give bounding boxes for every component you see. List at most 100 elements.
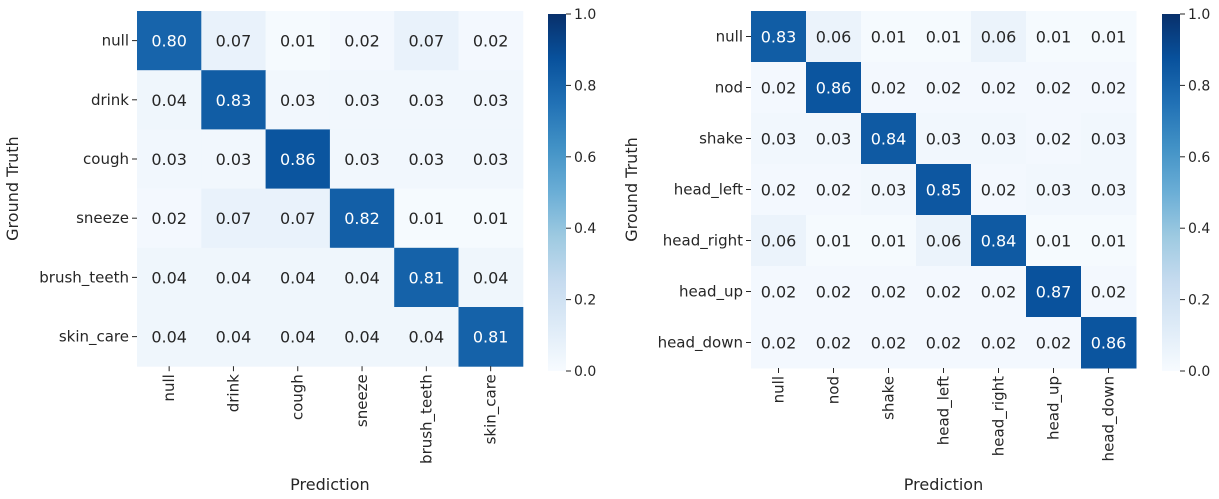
cell-label-r5-c3: 0.04	[344, 328, 380, 347]
cell-r3-c5	[458, 188, 524, 249]
cell-r2-c4	[971, 113, 1027, 165]
cell-r3-c0	[751, 164, 807, 216]
colorbar-tick-label-3: 0.6	[574, 150, 596, 166]
cell-label-r5-c2: 0.04	[280, 328, 316, 347]
cell-label-r2-c1: 0.03	[816, 130, 852, 149]
cell-r5-c0	[751, 266, 807, 318]
cell-r1-c1	[201, 70, 267, 130]
x-tick-label-6: head_down	[1100, 376, 1119, 461]
cell-label-r0-c3: 0.02	[344, 32, 380, 51]
colorbar-tick-label-1: 0.2	[574, 293, 596, 309]
cell-r4-c0	[751, 215, 807, 267]
cell-label-r5-c1: 0.04	[216, 328, 252, 347]
cell-r3-c5	[1026, 164, 1082, 216]
cell-label-r6-c4: 0.02	[981, 334, 1017, 353]
cell-r2-c1	[806, 113, 862, 165]
cell-r0-c1	[201, 11, 267, 71]
cell-label-r4-c6: 0.01	[1091, 232, 1127, 251]
y-tick-label-3: sneeze	[76, 209, 129, 227]
x-tick-label-3: head_left	[935, 376, 954, 445]
cell-label-r4-c2: 0.04	[280, 268, 316, 287]
cell-label-r4-c1: 0.04	[216, 268, 252, 287]
cell-r0-c3	[329, 11, 395, 71]
y-tick-label-0: null	[102, 32, 129, 50]
heatmap-right: 0.83 0.06 0.01 0.01 0.06 0.01 0.01 0.02 0.86 0.02…	[622, 7, 1210, 494]
cell-label-r1-c4: 0.02	[981, 79, 1017, 98]
cell-label-r0-c0: 0.80	[151, 32, 187, 51]
cell-label-r2-c1: 0.03	[216, 150, 252, 169]
cell-r6-c4	[971, 317, 1027, 369]
x-tick-label-4: head_right	[990, 376, 1009, 456]
cell-r3-c3	[329, 188, 395, 249]
cell-label-r3-c1: 0.02	[816, 181, 852, 200]
x-axis-title: Prediction	[904, 475, 983, 494]
y-tick-label-2: cough	[83, 150, 129, 168]
cell-r6-c0	[751, 317, 807, 369]
y-tick-label-4: brush_teeth	[39, 268, 129, 287]
cell-r1-c5	[1026, 62, 1082, 114]
cell-label-r2-c3: 0.03	[926, 130, 962, 149]
cell-label-r3-c5: 0.01	[473, 209, 509, 228]
cell-label-r1-c6: 0.02	[1091, 79, 1127, 98]
cell-r1-c2	[861, 62, 917, 114]
cell-label-r0-c4: 0.07	[409, 32, 445, 51]
cell-label-r5-c3: 0.02	[926, 283, 962, 302]
cell-label-r2-c0: 0.03	[151, 150, 187, 169]
cell-r3-c0	[137, 188, 202, 249]
x-tick-label-2: shake	[880, 376, 898, 420]
x-tick-label-0: null	[160, 374, 178, 401]
cell-r2-c2	[861, 113, 917, 165]
y-tick-label-5: head_up	[679, 283, 743, 302]
cell-r3-c1	[806, 164, 862, 216]
cell-label-r1-c2: 0.03	[280, 91, 316, 110]
cell-label-r3-c3: 0.82	[344, 209, 380, 228]
cell-label-r1-c5: 0.03	[473, 91, 509, 110]
cell-label-r1-c3: 0.03	[344, 91, 380, 110]
cell-r1-c3	[916, 62, 972, 114]
colorbar-tick-label-0: 0.0	[574, 364, 596, 380]
colorbar-tick-label-5: 1.0	[574, 7, 596, 23]
cell-r5-c3	[329, 307, 395, 367]
cell-r0-c2	[265, 11, 331, 71]
cell-label-r2-c4: 0.03	[409, 150, 445, 169]
cell-r5-c1	[201, 307, 267, 367]
cell-label-r4-c0: 0.04	[151, 268, 187, 287]
cell-label-r4-c1: 0.01	[816, 232, 852, 251]
y-axis-title: Ground Truth	[3, 136, 22, 241]
cell-r0-c1	[806, 11, 862, 63]
cell-r5-c1	[806, 266, 862, 318]
y-tick-label-6: head_down	[658, 334, 743, 353]
cell-label-r5-c4: 0.04	[409, 328, 445, 347]
cell-label-r2-c5: 0.02	[1036, 130, 1072, 149]
cell-r5-c4	[971, 266, 1027, 318]
y-tick-label-5: skin_care	[59, 328, 129, 347]
cell-r1-c4	[971, 62, 1027, 114]
cell-r4-c0	[137, 247, 202, 308]
x-tick-label-1: nod	[825, 376, 843, 404]
cell-r4-c6	[1081, 215, 1137, 267]
x-tick-label-4: brush_teeth	[417, 374, 436, 464]
cell-r1-c0	[137, 70, 202, 130]
cell-label-r1-c4: 0.03	[409, 91, 445, 110]
cell-r3-c2	[265, 188, 331, 249]
cell-label-r6-c1: 0.02	[816, 334, 852, 353]
cell-label-r3-c3: 0.85	[926, 181, 962, 200]
cell-label-r0-c2: 0.01	[280, 32, 316, 51]
x-tick-label-3: sneeze	[353, 374, 371, 427]
cell-r0-c3	[916, 11, 972, 63]
cell-r4-c5	[1026, 215, 1082, 267]
cell-label-r5-c1: 0.02	[816, 283, 852, 302]
cell-r5-c5	[1026, 266, 1082, 318]
cell-r6-c2	[861, 317, 917, 369]
cell-label-r1-c0: 0.04	[151, 91, 187, 110]
x-axis-title: Prediction	[290, 475, 369, 494]
cell-label-r6-c6: 0.86	[1091, 334, 1127, 353]
cell-label-r3-c4: 0.01	[409, 209, 445, 228]
cell-label-r5-c2: 0.02	[871, 283, 907, 302]
cell-label-r5-c0: 0.04	[151, 328, 187, 347]
colorbar-tick-label-4: 0.8	[574, 78, 596, 94]
cell-r0-c0	[137, 11, 202, 71]
cell-r5-c2	[265, 307, 331, 367]
cell-r4-c4	[971, 215, 1027, 267]
cell-r6-c3	[916, 317, 972, 369]
